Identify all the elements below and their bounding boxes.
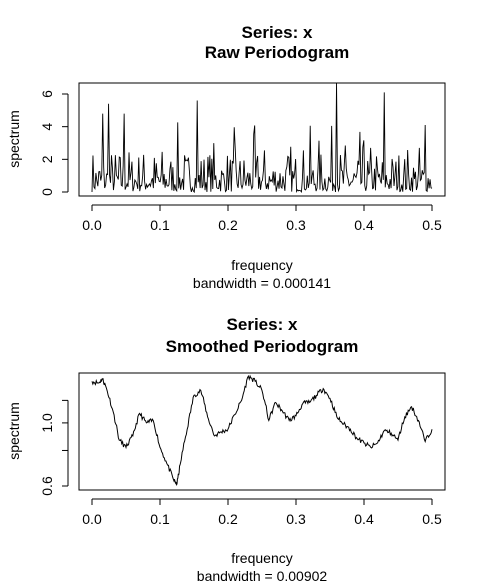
raw-x-tick-label: 0.5 xyxy=(422,217,442,233)
raw-x-axis: 0.0 0.1 0.2 0.3 0.4 0.5 xyxy=(82,204,442,233)
raw-y-axis: 0 2 4 6 xyxy=(39,90,69,196)
smoothed-y-tick-label: 0.6 xyxy=(39,476,55,496)
raw-periodogram-line xyxy=(91,82,433,194)
smoothed-x-tick-label: 0.4 xyxy=(354,511,374,527)
raw-series xyxy=(91,82,433,194)
smoothed-x-tick-label: 0.1 xyxy=(150,511,170,527)
raw-x-tick-label: 0.0 xyxy=(82,217,102,233)
smoothed-x-tick-label: 0.3 xyxy=(286,511,306,527)
raw-x-label: frequency xyxy=(231,257,292,273)
raw-y-tick-label: 4 xyxy=(39,123,55,131)
raw-x-tick-label: 0.2 xyxy=(218,217,238,233)
raw-subtitle: Raw Periodogram xyxy=(205,43,350,62)
raw-periodogram-panel: Series: x Raw Periodogram 0.0 0.1 0.2 0.3 0.… xyxy=(6,23,446,291)
smoothed-x-axis: 0.0 0.1 0.2 0.3 0.4 0.5 xyxy=(82,498,442,527)
raw-x-tick-label: 0.1 xyxy=(150,217,170,233)
smoothed-periodogram-line xyxy=(91,374,433,486)
raw-y-label: spectrum xyxy=(6,110,22,168)
smoothed-y-label: spectrum xyxy=(6,402,22,460)
smoothed-plot-frame xyxy=(78,372,446,491)
smoothed-y-tick-label: 1.0 xyxy=(39,413,55,433)
raw-bandwidth-note: bandwidth = 0.000141 xyxy=(193,275,331,291)
smoothed-bandwidth-note: bandwidth = 0.00902 xyxy=(197,568,328,584)
raw-y-tick-label: 6 xyxy=(39,90,55,98)
smoothed-x-tick-label: 0.0 xyxy=(82,511,102,527)
smoothed-x-tick-label: 0.5 xyxy=(422,511,442,527)
raw-x-tick-label: 0.4 xyxy=(354,217,374,233)
raw-y-tick-label: 0 xyxy=(39,188,55,196)
smoothed-x-label: frequency xyxy=(231,550,292,566)
smoothed-series xyxy=(91,374,433,486)
raw-y-tick-label: 2 xyxy=(39,155,55,163)
raw-title: Series: x xyxy=(242,23,313,42)
raw-plot-frame xyxy=(78,82,446,197)
smoothed-y-axis: 0.6 1.0 xyxy=(39,399,69,496)
smoothed-title: Series: x xyxy=(227,315,298,334)
smoothed-subtitle: Smoothed Periodogram xyxy=(166,337,359,356)
raw-x-tick-label: 0.3 xyxy=(286,217,306,233)
smoothed-periodogram-panel: Series: x Smoothed Periodogram 0.0 0.1 0.2… xyxy=(6,315,446,584)
smoothed-x-tick-label: 0.2 xyxy=(218,511,238,527)
